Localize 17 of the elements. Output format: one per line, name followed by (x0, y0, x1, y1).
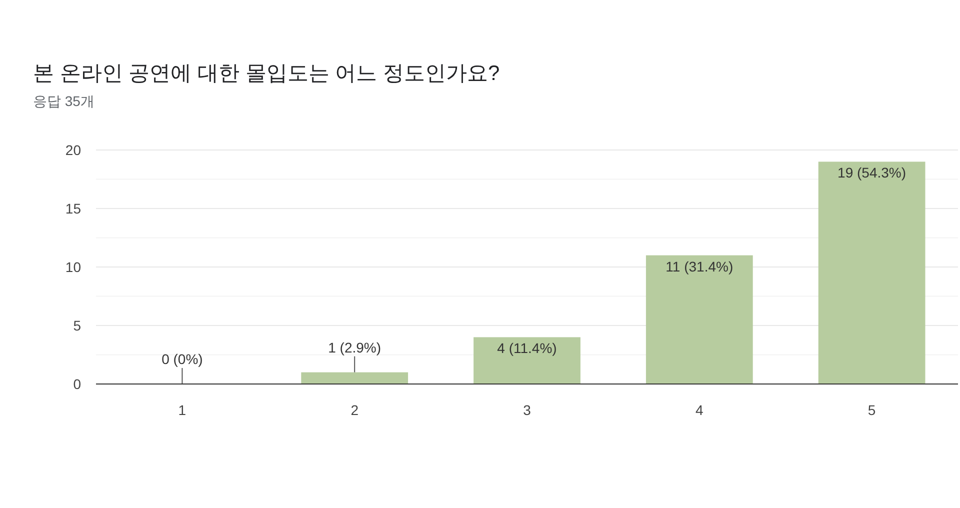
y-tick-label: 5 (73, 318, 82, 334)
y-tick-label: 10 (65, 259, 82, 275)
y-tick-label: 0 (73, 376, 82, 392)
data-label: 11 (31.4%) (666, 258, 734, 274)
data-label: 19 (54.3%) (838, 164, 906, 181)
x-tick: 5 (868, 402, 876, 418)
title: 본 온라인 공연에 대한 몰입도는 어느 정도인가요? (33, 62, 500, 85)
y-tick-label: 20 (65, 142, 82, 158)
data-label: 1 (2.9%) (328, 339, 382, 356)
x-tick: 4 (696, 402, 704, 418)
y-tick-label: 15 (65, 200, 82, 216)
subtitle: 응답 35개 (33, 93, 94, 109)
x-tick: 2 (350, 402, 358, 418)
x-tick: 1 (178, 402, 186, 418)
data-label: 0 (0%) (162, 351, 203, 367)
data-label: 4 (11.4%) (497, 340, 557, 356)
x-tick: 3 (523, 402, 531, 418)
